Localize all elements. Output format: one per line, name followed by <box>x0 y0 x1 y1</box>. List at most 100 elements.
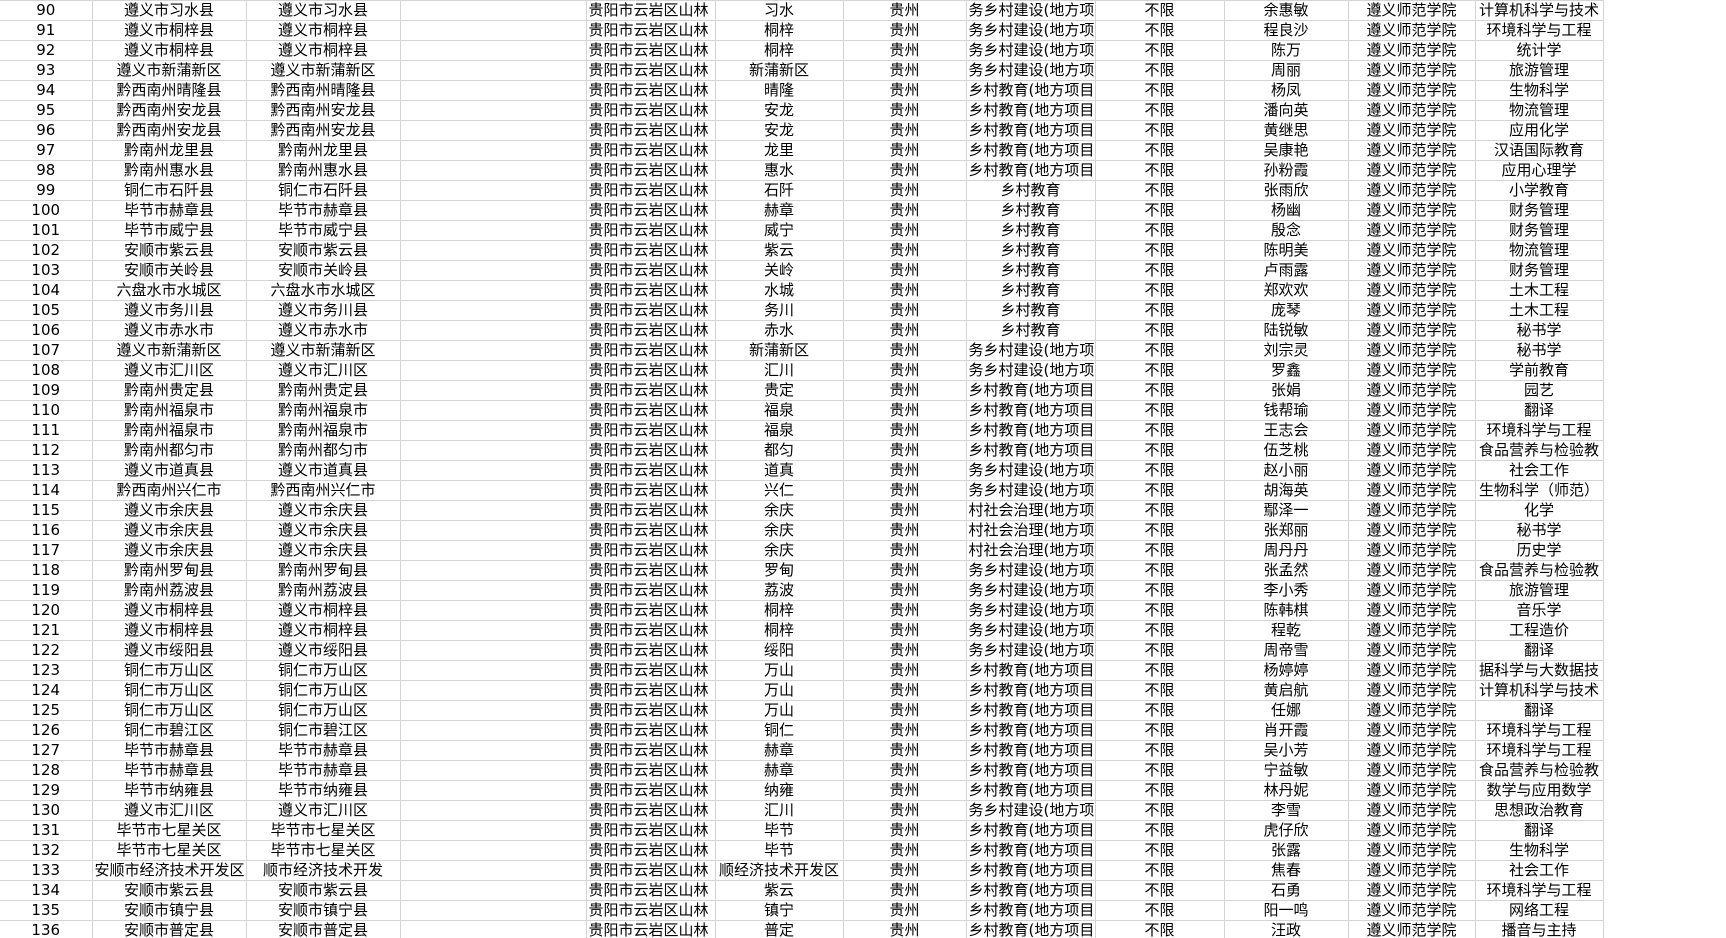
person-name: 陈明美 <box>1223 240 1349 261</box>
county: 毕节 <box>714 840 844 861</box>
program: 乡村教育(地方项目 <box>965 720 1096 741</box>
county: 余庆 <box>714 540 844 561</box>
requirement: 不限 <box>1094 300 1225 321</box>
requirement: 不限 <box>1094 280 1225 301</box>
region-full: 毕节市赫章县 <box>91 760 247 781</box>
major: 统计学 <box>1474 40 1604 61</box>
table-row: 122 遵义市绥阳县 遵义市绥阳县 贵阳市云岩区山林 绥阳 贵州 务乡村建设(地方项 不限 周帝… <box>0 640 1726 661</box>
address: 贵阳市云岩区山林 <box>585 240 716 261</box>
region-full: 遵义市余庆县 <box>91 520 247 541</box>
county: 万山 <box>714 700 844 721</box>
table-row: 126 铜仁市碧江区 铜仁市碧江区 贵阳市云岩区山林 铜仁 贵州 乡村教育(地方项目 不限 肖开… <box>0 720 1726 741</box>
program: 乡村教育 <box>965 320 1096 341</box>
address: 贵阳市云岩区山林 <box>585 60 716 81</box>
school: 遵义师范学院 <box>1347 200 1476 221</box>
province: 贵州 <box>842 540 967 561</box>
region-name: 黔西南州安龙县 <box>245 100 401 121</box>
region-full: 遵义市务川县 <box>91 300 247 321</box>
region-full: 毕节市纳雍县 <box>91 780 247 801</box>
region-full: 遵义市道真县 <box>91 460 247 481</box>
address: 贵阳市云岩区山林 <box>585 780 716 801</box>
requirement: 不限 <box>1094 140 1225 161</box>
major: 物流管理 <box>1474 100 1604 121</box>
region-full: 遵义市余庆县 <box>91 540 247 561</box>
empty-cell <box>399 320 587 341</box>
program: 乡村教育(地方项目 <box>965 400 1096 421</box>
major: 计算机科学与技术 <box>1474 680 1604 701</box>
address: 贵阳市云岩区山林 <box>585 840 716 861</box>
row-number: 92 <box>0 40 93 61</box>
address: 贵阳市云岩区山林 <box>585 400 716 421</box>
empty-cell <box>399 120 587 141</box>
county: 石阡 <box>714 180 844 201</box>
county: 福泉 <box>714 400 844 421</box>
row-number: 118 <box>0 560 93 581</box>
row-number: 95 <box>0 100 93 121</box>
person-name: 余惠敏 <box>1223 0 1349 21</box>
requirement: 不限 <box>1094 840 1225 861</box>
region-name: 铜仁市万山区 <box>245 660 401 681</box>
school: 遵义师范学院 <box>1347 300 1476 321</box>
row-number: 99 <box>0 180 93 201</box>
region-full: 铜仁市碧江区 <box>91 720 247 741</box>
major: 旅游管理 <box>1474 60 1604 81</box>
empty-cell <box>399 560 587 581</box>
program: 务乡村建设(地方项 <box>965 640 1096 661</box>
major: 汉语国际教育 <box>1474 140 1604 161</box>
empty-cell <box>399 220 587 241</box>
row-number: 115 <box>0 500 93 521</box>
province: 贵州 <box>842 840 967 861</box>
address: 贵阳市云岩区山林 <box>585 380 716 401</box>
province: 贵州 <box>842 740 967 761</box>
person-name: 张娟 <box>1223 380 1349 401</box>
requirement: 不限 <box>1094 820 1225 841</box>
region-name: 铜仁市万山区 <box>245 680 401 701</box>
province: 贵州 <box>842 860 967 881</box>
province: 贵州 <box>842 460 967 481</box>
region-name: 遵义市桐梓县 <box>245 600 401 621</box>
province: 贵州 <box>842 520 967 541</box>
person-name: 张郑丽 <box>1223 520 1349 541</box>
person-name: 黄继思 <box>1223 120 1349 141</box>
county: 桐梓 <box>714 620 844 641</box>
person-name: 罗鑫 <box>1223 360 1349 381</box>
person-name: 吴小芳 <box>1223 740 1349 761</box>
province: 贵州 <box>842 700 967 721</box>
region-full: 毕节市威宁县 <box>91 220 247 241</box>
person-name: 程良沙 <box>1223 20 1349 41</box>
county: 惠水 <box>714 160 844 181</box>
empty-cell <box>399 660 587 681</box>
requirement: 不限 <box>1094 180 1225 201</box>
region-name: 黔南州福泉市 <box>245 420 401 441</box>
county: 安龙 <box>714 120 844 141</box>
empty-cell <box>399 240 587 261</box>
program: 务乡村建设(地方项 <box>965 20 1096 41</box>
major: 历史学 <box>1474 540 1604 561</box>
row-number: 123 <box>0 660 93 681</box>
requirement: 不限 <box>1094 340 1225 361</box>
province: 贵州 <box>842 280 967 301</box>
table-row: 118 黔南州罗甸县 黔南州罗甸县 贵阳市云岩区山林 罗甸 贵州 务乡村建设(地方项 不限 张孟… <box>0 560 1726 581</box>
region-name: 遵义市赤水市 <box>245 320 401 341</box>
requirement: 不限 <box>1094 380 1225 401</box>
province: 贵州 <box>842 140 967 161</box>
row-number: 104 <box>0 280 93 301</box>
person-name: 肖开霞 <box>1223 720 1349 741</box>
program: 乡村教育(地方项目 <box>965 780 1096 801</box>
empty-cell <box>399 900 587 921</box>
table-row: 120 遵义市桐梓县 遵义市桐梓县 贵阳市云岩区山林 桐梓 贵州 务乡村建设(地方项 不限 陈韩… <box>0 600 1726 621</box>
region-name: 安顺市紫云县 <box>245 880 401 901</box>
row-number: 105 <box>0 300 93 321</box>
province: 贵州 <box>842 80 967 101</box>
empty-cell <box>399 80 587 101</box>
table-row: 109 黔南州贵定县 黔南州贵定县 贵阳市云岩区山林 贵定 贵州 乡村教育(地方项目 不限 张娟… <box>0 380 1726 401</box>
row-number: 103 <box>0 260 93 281</box>
program: 乡村教育(地方项目 <box>965 440 1096 461</box>
county: 桐梓 <box>714 40 844 61</box>
requirement: 不限 <box>1094 0 1225 21</box>
program: 乡村教育(地方项目 <box>965 140 1096 161</box>
province: 贵州 <box>842 160 967 181</box>
county: 桐梓 <box>714 600 844 621</box>
county: 晴隆 <box>714 80 844 101</box>
